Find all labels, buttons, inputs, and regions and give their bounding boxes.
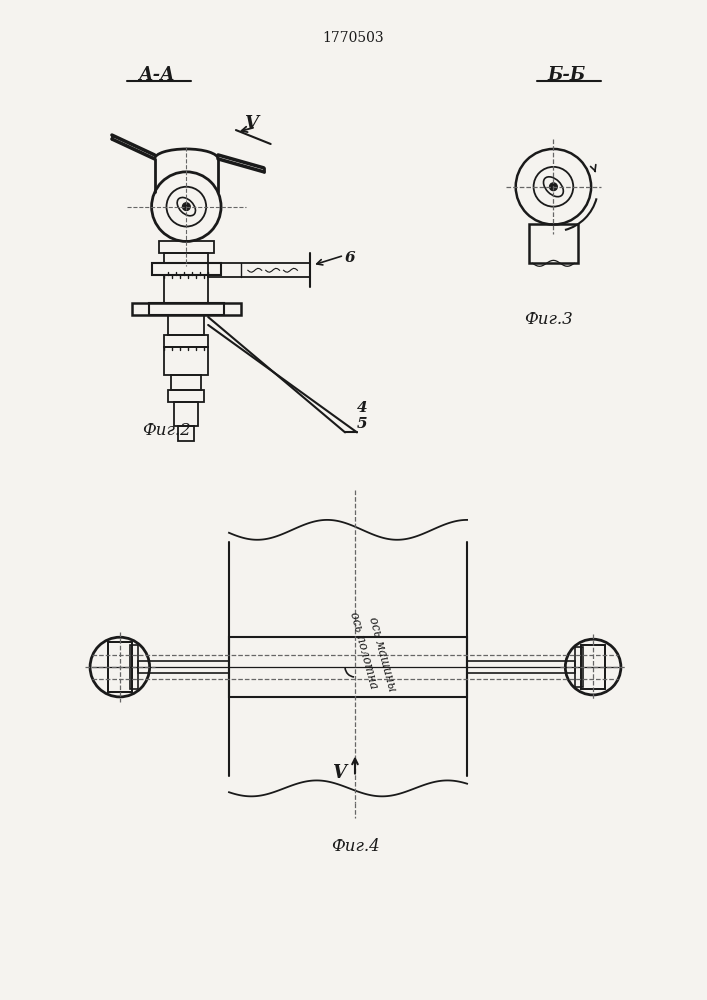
Text: V: V xyxy=(332,764,346,782)
Bar xyxy=(575,647,583,687)
Text: Фиг.3: Фиг.3 xyxy=(524,311,573,328)
Bar xyxy=(168,390,204,402)
Text: ось полотна: ось полотна xyxy=(346,611,380,690)
Bar xyxy=(151,263,221,275)
Bar xyxy=(208,263,310,277)
Bar xyxy=(108,642,132,692)
Text: Б-Б: Б-Б xyxy=(547,66,585,84)
Text: Фиг.4: Фиг.4 xyxy=(331,838,380,855)
Bar xyxy=(168,315,204,335)
Bar xyxy=(148,303,224,315)
Bar xyxy=(130,645,138,689)
Bar xyxy=(165,275,208,303)
Bar xyxy=(171,375,201,390)
Text: 1770503: 1770503 xyxy=(322,31,384,45)
Text: Фиг.2: Фиг.2 xyxy=(142,422,191,439)
Bar xyxy=(581,645,605,689)
Bar xyxy=(467,661,575,673)
Bar xyxy=(229,637,467,697)
Bar xyxy=(108,642,132,692)
Bar xyxy=(165,347,208,375)
Text: V: V xyxy=(244,115,258,133)
Text: 6: 6 xyxy=(345,251,356,265)
Text: А-А: А-А xyxy=(138,66,175,84)
Bar xyxy=(158,241,214,253)
Text: 4: 4 xyxy=(357,401,368,415)
Bar xyxy=(529,224,578,263)
Circle shape xyxy=(549,183,557,191)
Bar xyxy=(175,402,198,426)
Text: 5: 5 xyxy=(357,417,368,431)
Circle shape xyxy=(182,203,190,211)
Bar xyxy=(132,303,241,315)
Bar xyxy=(138,661,229,673)
Bar xyxy=(581,645,605,689)
Text: ось машины: ось машины xyxy=(366,616,399,693)
Bar xyxy=(178,426,194,441)
Bar xyxy=(165,253,208,263)
Bar xyxy=(165,335,208,347)
